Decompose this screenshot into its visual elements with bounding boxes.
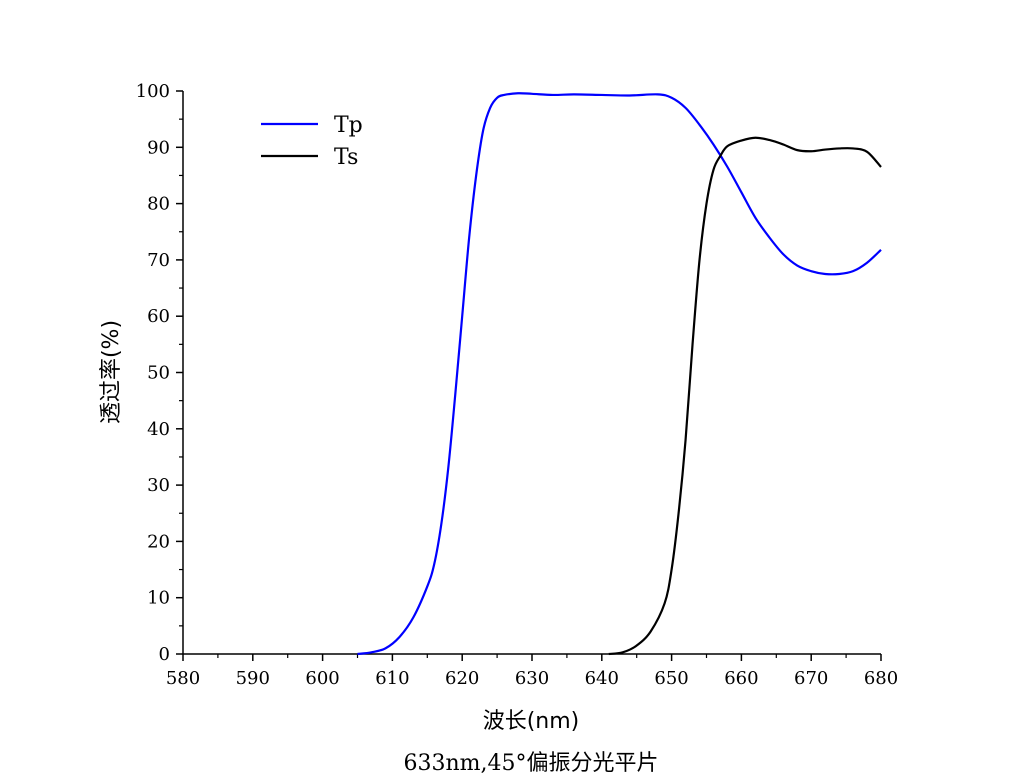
x-tick-label: 660 [724,668,758,689]
y-axis: 0 10 20 30 40 50 60 70 80 90 100 [136,81,183,665]
y-tick-label: 90 [147,137,170,158]
x-tick-label: 600 [305,668,339,689]
x-tick-label: 680 [864,668,898,689]
legend: Tp Ts [261,113,363,170]
x-tick-label: 610 [375,668,409,689]
series-layer [357,92,882,656]
y-tick-label: 20 [147,531,170,552]
y-tick-label: 70 [147,250,170,271]
x-tick-label: 620 [445,668,479,689]
x-tick-label: 650 [654,668,688,689]
legend-label-tp: Tp [334,113,363,138]
x-tick-label: 580 [166,668,200,689]
x-axis-title: 波长(nm) [483,709,580,734]
y-tick-label: 60 [147,306,170,327]
plot-area [182,91,881,655]
y-tick-label: 50 [147,363,170,384]
y-axis-title: 透过率(%) [99,320,124,424]
x-tick-label: 640 [585,668,619,689]
chart-caption: 633nm,45°偏振分光平片 [403,751,658,776]
y-tick-label: 0 [159,644,170,665]
y-tick-label: 40 [147,419,170,440]
y-tick-label: 100 [136,81,170,102]
x-tick-label: 670 [794,668,828,689]
series-line-tp [357,92,882,656]
y-tick-label: 80 [147,194,170,215]
series-line-ts [608,136,882,656]
y-tick-label: 10 [147,588,170,609]
x-axis: 580 590 600 610 620 630 640 650 660 670 680 [166,654,898,689]
legend-label-ts: Ts [334,145,358,170]
x-tick-label: 590 [236,668,270,689]
x-tick-label: 630 [515,668,549,689]
y-tick-label: 30 [147,475,170,496]
